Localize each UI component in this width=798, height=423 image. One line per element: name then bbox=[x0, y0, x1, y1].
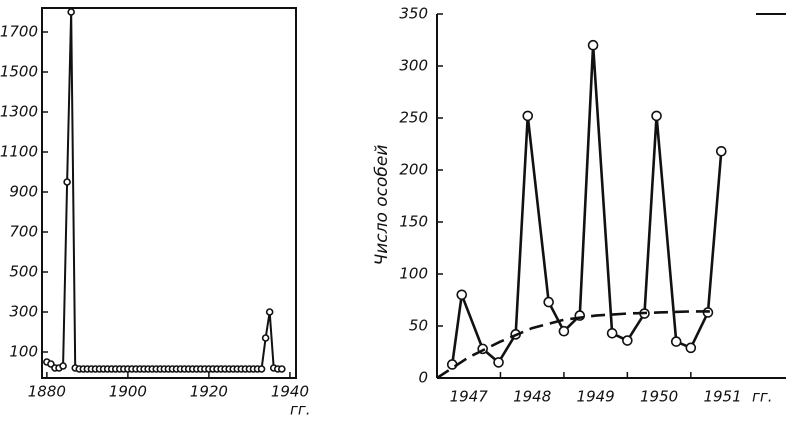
x-tick-label: 1948 bbox=[513, 388, 551, 406]
y-tick-label: 250 bbox=[399, 109, 428, 127]
y-tick-label: 100 bbox=[9, 343, 38, 361]
data-point bbox=[685, 342, 697, 354]
y-tick-label: 1100 bbox=[0, 143, 38, 161]
y-tick-label: 50 bbox=[409, 317, 428, 335]
data-line bbox=[450, 43, 723, 365]
y-tick-label: 300 bbox=[9, 303, 38, 321]
y-tick-label: 0 bbox=[418, 369, 428, 387]
x-tick-label: 1951 bbox=[703, 388, 741, 406]
data-point bbox=[67, 8, 75, 16]
x-tick-label: 1949 bbox=[577, 388, 615, 406]
y-tick-label: 500 bbox=[9, 263, 38, 281]
data-point bbox=[522, 110, 534, 122]
data-point bbox=[651, 110, 662, 122]
y-tick-label: 350 bbox=[399, 5, 428, 23]
y-tick-label: 1500 bbox=[0, 63, 38, 81]
y-tick-label: 700 bbox=[9, 223, 38, 241]
y-tick-label: 1300 bbox=[0, 103, 38, 121]
data-point bbox=[587, 39, 599, 51]
data-point bbox=[278, 365, 286, 373]
data-point bbox=[543, 296, 554, 308]
y-tick-label: 300 bbox=[399, 57, 428, 75]
data-point bbox=[261, 334, 270, 342]
y-tick-label: 900 bbox=[9, 183, 38, 201]
data-point bbox=[63, 178, 71, 186]
data-point bbox=[59, 362, 67, 370]
data-point bbox=[606, 327, 618, 339]
y-tick-label: 150 bbox=[399, 213, 428, 231]
y-axis-label: Число особей bbox=[372, 145, 392, 266]
x-axis-label: гг. bbox=[752, 388, 773, 406]
data-point bbox=[670, 336, 682, 347]
x-tick-label: 1880 bbox=[28, 383, 66, 401]
x-tick-label: 1950 bbox=[640, 388, 678, 406]
x-tick-label: 1947 bbox=[450, 388, 489, 406]
data-point bbox=[265, 308, 274, 316]
data-point bbox=[456, 289, 468, 301]
x-tick-label: 1920 bbox=[190, 383, 228, 401]
x-tick-label: 1940 bbox=[271, 383, 309, 401]
data-line bbox=[46, 11, 282, 370]
x-tick-label: 1900 bbox=[109, 383, 147, 401]
trend-line bbox=[436, 310, 710, 380]
data-point bbox=[257, 365, 266, 373]
data-point bbox=[622, 335, 633, 346]
y-tick-label: 200 bbox=[399, 161, 428, 179]
frame bbox=[41, 7, 297, 379]
y-tick-label: 1700 bbox=[0, 23, 38, 41]
data-point bbox=[558, 325, 570, 337]
data-point bbox=[493, 357, 504, 368]
y-tick-label: 100 bbox=[399, 265, 428, 283]
data-point bbox=[715, 145, 727, 157]
x-axis-label: гг. bbox=[290, 401, 311, 419]
